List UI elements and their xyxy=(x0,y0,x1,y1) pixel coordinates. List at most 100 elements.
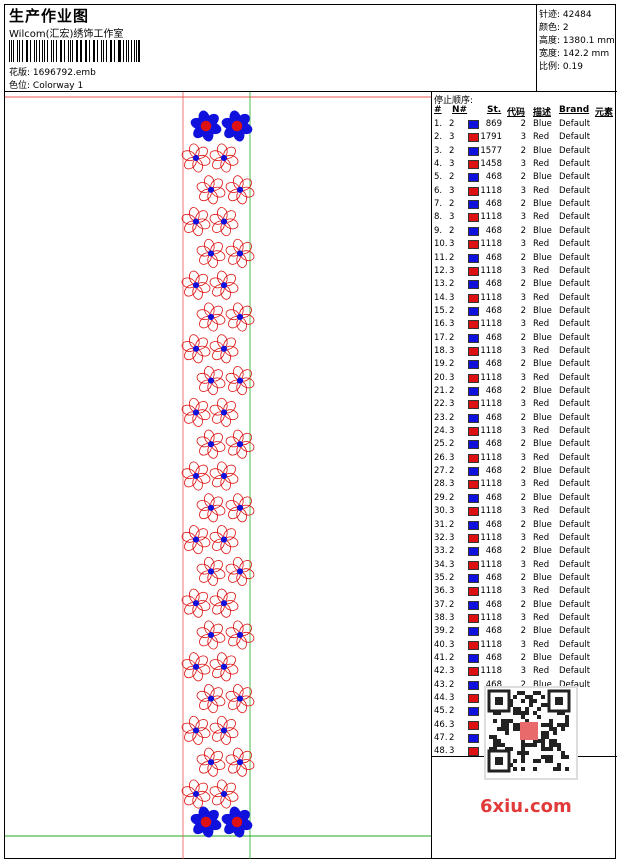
row-description: Blue xyxy=(533,572,552,583)
row-stitches: 468 xyxy=(485,679,502,690)
flower-motif xyxy=(181,461,211,491)
row-brand: Default xyxy=(559,239,591,250)
row-needle: 2 xyxy=(449,332,455,343)
row-description: Blue xyxy=(533,679,552,690)
table-row: 34. 3 1118 3 Red Default xyxy=(432,560,617,573)
row-description: Blue xyxy=(533,439,552,450)
row-needle: 2 xyxy=(449,546,455,557)
row-stitches: 1118 xyxy=(480,319,502,330)
flower-motif xyxy=(196,429,226,459)
row-stitches: 1118 xyxy=(480,372,502,383)
row-code: 2 xyxy=(520,653,526,663)
row-description: Red xyxy=(533,452,550,463)
col-header-stitches: St. xyxy=(487,105,502,115)
row-index: 28. xyxy=(434,479,448,490)
color-swatch-blue xyxy=(468,627,479,637)
flower-motif xyxy=(209,143,239,173)
table-row: 39. 2 468 2 Blue Default xyxy=(432,626,617,639)
row-needle: 2 xyxy=(449,225,455,236)
row-stitches: 468 xyxy=(485,252,502,263)
row-description: Blue xyxy=(533,172,552,183)
flower-motif xyxy=(221,806,253,838)
row-index: 33. xyxy=(434,546,448,557)
color-swatch-red xyxy=(468,587,479,597)
color-swatch-blue xyxy=(468,226,479,236)
row-needle: 2 xyxy=(449,439,455,450)
flower-motif xyxy=(181,588,211,618)
row-index: 9. xyxy=(434,225,443,236)
row-needle: 3 xyxy=(449,426,455,437)
color-swatch-blue xyxy=(468,600,479,610)
table-row: 48. 3 xyxy=(432,746,617,759)
row-stitches: 468 xyxy=(485,199,502,210)
row-needle: 3 xyxy=(449,345,455,356)
design-stats: 针迹: 42484 颜色: 2 高度: 1380.1 mm 宽度: 142.2 … xyxy=(536,5,618,91)
table-row: 1. 2 869 2 Blue Default xyxy=(432,119,617,132)
row-stitches: 1118 xyxy=(480,532,502,543)
table-row: 17. 2 468 2 Blue Default xyxy=(432,333,617,346)
flower-motif xyxy=(181,143,211,173)
row-description: Blue xyxy=(533,386,552,396)
row-needle: 2 xyxy=(449,145,455,156)
row-index: 26. xyxy=(434,452,448,463)
table-row: 36. 3 1118 3 Red Default xyxy=(432,586,617,599)
row-description: Red xyxy=(533,639,550,650)
table-row: 3. 2 1577 2 Blue Default xyxy=(432,146,617,159)
flower-motif xyxy=(209,207,239,237)
row-needle: 3 xyxy=(449,452,455,463)
table-row: 35. 2 468 2 Blue Default xyxy=(432,573,617,586)
row-needle: 2 xyxy=(449,599,455,610)
color-swatch-red xyxy=(468,507,479,517)
flower-motif xyxy=(196,556,226,586)
table-row: 33. 2 468 2 Blue Default xyxy=(432,546,617,559)
row-brand: Default xyxy=(559,386,591,396)
table-row: 16. 3 1118 3 Red Default xyxy=(432,319,617,332)
row-needle: 2 xyxy=(449,679,455,690)
table-row: 25. 2 468 2 Blue Default xyxy=(432,439,617,452)
row-index: 41. xyxy=(434,653,448,663)
row-description: Red xyxy=(533,612,550,623)
flower-motif xyxy=(225,556,255,586)
row-index: 27. xyxy=(434,466,448,477)
row-stitches: 1118 xyxy=(480,239,502,250)
row-stitches: 1118 xyxy=(480,639,502,650)
row-stitches: 1791 xyxy=(480,132,502,143)
row-code: 3 xyxy=(520,452,526,463)
flower-motif xyxy=(196,620,226,650)
row-needle: 3 xyxy=(449,239,455,250)
row-needle: 3 xyxy=(449,532,455,543)
row-description: Red xyxy=(533,239,550,250)
color-swatch-blue xyxy=(468,573,479,583)
row-stitches: 468 xyxy=(485,492,502,503)
flower-motif xyxy=(209,270,239,300)
row-description: Blue xyxy=(533,359,552,370)
row-brand: Default xyxy=(559,679,591,690)
row-code: 2 xyxy=(520,412,526,423)
row-index: 4. xyxy=(434,159,443,170)
row-brand: Default xyxy=(559,159,591,170)
row-code: 3 xyxy=(520,292,526,303)
row-code: 3 xyxy=(520,132,526,143)
row-brand: Default xyxy=(559,479,591,490)
row-description: Red xyxy=(533,185,550,196)
row-brand: Default xyxy=(559,305,591,316)
row-brand: Default xyxy=(559,399,591,410)
row-needle: 2 xyxy=(449,626,455,637)
row-needle: 3 xyxy=(449,693,455,704)
color-swatch-blue xyxy=(468,547,479,557)
row-needle: 2 xyxy=(449,492,455,503)
row-code: 2 xyxy=(520,199,526,210)
row-code: 3 xyxy=(520,612,526,623)
color-swatch-blue xyxy=(468,440,479,450)
row-index: 47. xyxy=(434,733,448,744)
color-swatch-red xyxy=(468,133,479,143)
row-stitches: 1118 xyxy=(480,479,502,490)
table-row: 9. 2 468 2 Blue Default xyxy=(432,226,617,239)
row-stitches: 1118 xyxy=(480,666,502,677)
row-code: 2 xyxy=(520,332,526,343)
row-brand: Default xyxy=(559,199,591,210)
row-needle: 3 xyxy=(449,612,455,623)
row-stitches: 468 xyxy=(485,519,502,530)
col-header-brand: Brand xyxy=(559,105,590,115)
row-description: Blue xyxy=(533,305,552,316)
